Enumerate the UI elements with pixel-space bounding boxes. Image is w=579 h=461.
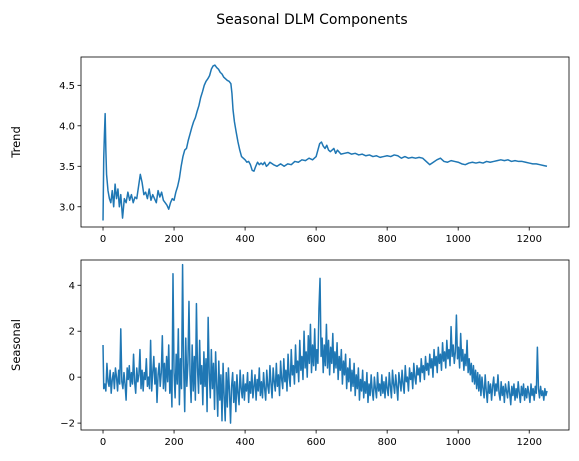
trend-tick-layer: 0 200 400 600 800 1000 1200 3.0 3.5 4.0 4.5 xyxy=(59,81,542,245)
seasonal-series-line xyxy=(102,263,548,424)
trend-y-tick-label: 4.5 xyxy=(59,81,75,92)
trend-x-tick-label: 200 xyxy=(165,234,184,245)
trend-x-tick-label: 800 xyxy=(378,234,397,245)
trend-y-tick-label: 3.5 xyxy=(59,162,75,173)
trend-x-tick-label: 1000 xyxy=(445,234,470,245)
trend-y-tick-label: 3.0 xyxy=(59,202,75,213)
seasonal-x-tick-label: 600 xyxy=(307,437,326,448)
trend-axes: Trend 0 200 400 600 800 1000 1200 3.0 3.5 4.0 4.5 xyxy=(9,56,570,245)
seasonal-y-tick-label: 2 xyxy=(69,327,75,338)
seasonal-x-tick-label: 400 xyxy=(236,437,255,448)
seasonal-x-tick-label: 0 xyxy=(100,437,106,448)
seasonal-axes-frame xyxy=(80,259,570,431)
trend-series-line xyxy=(102,64,548,221)
trend-axes-frame xyxy=(80,56,570,228)
seasonal-axes: Seasonal 0 200 400 600 800 1000 1200 −2 0 2 4 xyxy=(9,259,570,448)
seasonal-x-tick-label: 1000 xyxy=(445,437,470,448)
trend-plot-layer xyxy=(102,64,548,221)
seasonal-x-tick-label: 1200 xyxy=(516,437,541,448)
seasonal-x-tick-label: 800 xyxy=(378,437,397,448)
trend-y-tick-label: 4.0 xyxy=(59,121,75,132)
trend-x-tick-label: 1200 xyxy=(516,234,541,245)
seasonal-y-tick-label: 4 xyxy=(69,281,75,292)
trend-x-tick-label: 600 xyxy=(307,234,326,245)
trend-y-axis-label: Trend xyxy=(9,126,23,158)
trend-x-tick-label: 0 xyxy=(100,234,106,245)
seasonal-y-tick-label: 0 xyxy=(69,373,75,384)
seasonal-tick-layer: 0 200 400 600 800 1000 1200 −2 0 2 4 xyxy=(60,281,542,448)
seasonal-x-tick-label: 200 xyxy=(165,437,184,448)
figure-title: Seasonal DLM Components xyxy=(216,12,407,28)
seasonal-plot-layer xyxy=(102,263,548,424)
seasonal-y-tick-label: −2 xyxy=(60,419,75,430)
seasonal-y-axis-label: Seasonal xyxy=(9,319,23,371)
trend-x-tick-label: 400 xyxy=(236,234,255,245)
